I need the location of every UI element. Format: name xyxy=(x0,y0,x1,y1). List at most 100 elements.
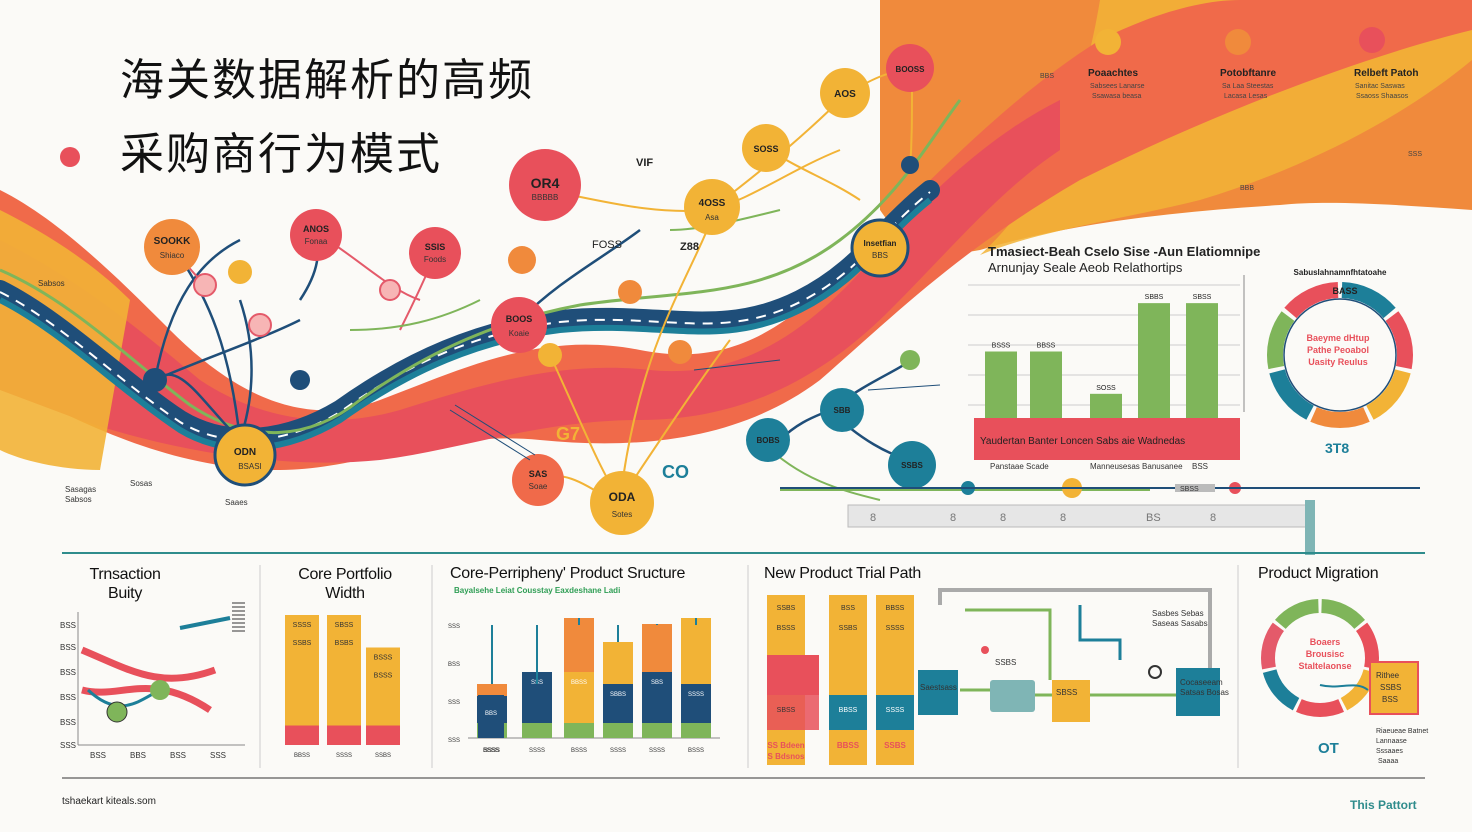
pipe-hatch xyxy=(449,359,941,461)
top-donut-value: 3T8 xyxy=(1325,440,1350,456)
trial-column-low: BBSS xyxy=(839,707,858,714)
network-node-insetfian[interactable]: Insetfian BBS xyxy=(850,218,910,278)
page-title-line1: 海关数据解析的高频 xyxy=(120,55,534,106)
trial-column-top: SSBS xyxy=(777,605,796,612)
svg-text:OR4: OR4 xyxy=(531,175,560,191)
donut-segment xyxy=(1340,669,1378,711)
background-waves xyxy=(0,0,1472,470)
svg-text:Shiaco: Shiaco xyxy=(160,251,185,260)
scatter-label: BBS xyxy=(1040,73,1055,80)
flow-box xyxy=(1176,668,1220,716)
structure-foot: SSSS xyxy=(610,748,626,754)
svg-text:Insetfian: Insetfian xyxy=(864,239,897,248)
donut-segment xyxy=(1321,599,1365,630)
svg-text:Saaes: Saaes xyxy=(225,498,248,507)
pipe-stripe xyxy=(0,191,931,442)
portfolio-bar-label: BSSS xyxy=(374,655,393,662)
network-node-4oss[interactable]: 4OSS Asa xyxy=(684,179,740,235)
structure-bar-label: SSSS xyxy=(688,692,704,698)
portfolio-bar xyxy=(327,615,361,745)
donut-segment xyxy=(1261,622,1285,670)
footer-brand: This Pattort xyxy=(1350,798,1417,812)
svg-text:SSBS: SSBS xyxy=(901,461,923,470)
svg-text:Sasagas: Sasagas xyxy=(65,485,96,494)
top-chart-foot-2: Manneusesas Banusanee xyxy=(1090,462,1183,471)
top-chart-foot-1: Panstaae Scade xyxy=(990,462,1049,471)
structure-bar xyxy=(681,684,711,723)
portfolio-bar-label: BSBS xyxy=(335,640,354,647)
svg-text:ODN: ODN xyxy=(234,447,256,458)
floating-label: FOSS xyxy=(592,239,622,251)
top-bar xyxy=(1090,393,1122,418)
network-node-booss[interactable]: BOOSS xyxy=(886,44,934,92)
structure-foot: SSSS xyxy=(529,748,545,754)
donut-center-line: Pathe Peoabol xyxy=(1307,345,1369,355)
portfolio-bar-label: SSSS xyxy=(293,622,312,629)
svg-text:SAS: SAS xyxy=(529,469,548,479)
panel1-labels: BSS BSS BSS BSS BSS SSS BSS BBS BSS SSS xyxy=(60,621,226,760)
left-side-labels: Sabsos Sasagas Sosas Sabsos Saaes xyxy=(38,279,248,507)
svg-text:Saestsass: Saestsass xyxy=(920,683,957,692)
network-node-bobs[interactable]: BOBS xyxy=(746,418,790,462)
svg-text:BSS: BSS xyxy=(1382,695,1398,704)
floating-labels: VIF FOSS Z88 G7 CO xyxy=(556,157,699,482)
portfolio-bar-label: BSSS xyxy=(374,673,393,680)
svg-text:BBBBB: BBBBB xyxy=(532,193,559,202)
footer-source[interactable]: tshaekart kiteals.som xyxy=(62,796,156,807)
svg-text:Sosas: Sosas xyxy=(130,479,152,488)
svg-text:Asa: Asa xyxy=(705,213,719,222)
migration-foot-3: Sssaaes xyxy=(1376,748,1403,755)
top-chart-subtitle: Arnunjay Seale Aeob Relathortips xyxy=(988,260,1183,275)
timeline xyxy=(780,484,1420,555)
network-node-sookk[interactable]: SOOKK Shiaco xyxy=(144,219,200,275)
portfolio-foot: BBSS xyxy=(294,753,310,759)
page-title-line2: 采购商行为模式 xyxy=(120,129,442,180)
trial-column-mid: BSSS xyxy=(777,625,796,632)
network-node-aos[interactable]: AOS xyxy=(820,68,870,118)
svg-text:ANOS: ANOS xyxy=(303,224,329,234)
network-node-ssis[interactable]: SSIS Foods xyxy=(409,227,461,279)
donut-segment xyxy=(1267,311,1295,370)
donut-inner-ring xyxy=(1283,298,1397,412)
svg-text:BBS: BBS xyxy=(130,751,146,760)
svg-text:4OSS: 4OSS xyxy=(699,198,726,209)
donut-segment xyxy=(1341,282,1396,319)
top-bar-label: BSSS xyxy=(992,343,1011,350)
network-node-sas[interactable]: SAS Soae xyxy=(512,454,564,506)
structure-bar xyxy=(478,695,504,738)
structure-bar xyxy=(564,672,594,723)
donut-segment xyxy=(1262,669,1300,711)
donut-segment xyxy=(1269,369,1315,420)
svg-text:Saseas Sasabs: Saseas Sasabs xyxy=(1152,619,1208,628)
scatter-label: SSS xyxy=(1408,151,1423,158)
network-node-odn[interactable]: ODN BSASI xyxy=(213,423,277,487)
svg-text:BOOSS: BOOSS xyxy=(896,65,926,74)
network-node-boos[interactable]: BOOS Koaie xyxy=(491,297,547,353)
trial-column-mid: SSBS xyxy=(839,625,858,632)
donut-center-line: Uasity Reulus xyxy=(1308,357,1368,367)
timeline-markers: SBSS 8 8 8 8 BS 8 xyxy=(870,486,1216,524)
migration-center-line: Brousisc xyxy=(1306,649,1345,659)
svg-text:Koaie: Koaie xyxy=(509,329,530,338)
network-node-soss[interactable]: SOSS xyxy=(742,124,790,172)
migration-foot-4: Saaaa xyxy=(1378,758,1399,765)
svg-text:BSS: BSS xyxy=(60,718,76,727)
panel-title-trial-path: New Product Trial Path xyxy=(764,565,922,582)
svg-text:SBSS: SBSS xyxy=(1056,688,1077,697)
network-node-ssbs[interactable]: SSBS xyxy=(888,441,936,489)
top-chart-foot-3: BSS xyxy=(1192,462,1209,471)
svg-text:SOOKK: SOOKK xyxy=(154,236,191,247)
network-node-or4[interactable]: OR4 BBBBB xyxy=(509,149,581,221)
network-node-sbb[interactable]: SBB xyxy=(820,388,864,432)
svg-text:Satsas Bosas: Satsas Bosas xyxy=(1180,688,1229,697)
bottom-frame xyxy=(62,552,1425,779)
donut-segment xyxy=(1310,406,1370,428)
structure-foot: BSSS xyxy=(483,748,499,754)
portfolio-bar-base xyxy=(285,725,319,745)
network-node-anos[interactable]: ANOS Fonaa xyxy=(290,209,342,261)
network-node-oda[interactable]: ODA Sotes xyxy=(590,471,654,535)
floating-label: VIF xyxy=(636,157,653,169)
portfolio-bar xyxy=(285,615,319,745)
trial-column-top: BSS xyxy=(841,605,855,612)
portfolio-bar-base xyxy=(366,725,400,745)
